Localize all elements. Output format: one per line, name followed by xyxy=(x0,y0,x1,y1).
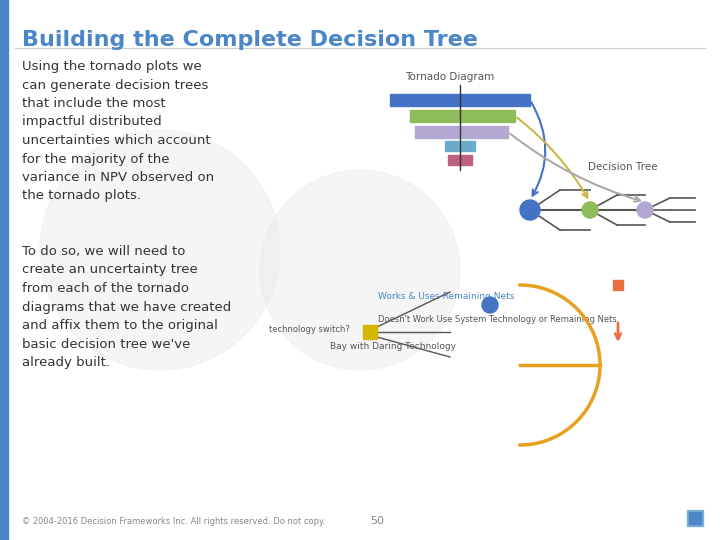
Text: Works & Uses Remaining Nets: Works & Uses Remaining Nets xyxy=(378,292,514,301)
Text: To do so, we will need to
create an uncertainty tree
from each of the tornado
di: To do so, we will need to create an unce… xyxy=(22,245,231,369)
Bar xyxy=(445,141,475,151)
Circle shape xyxy=(482,297,498,313)
Circle shape xyxy=(582,202,598,218)
Bar xyxy=(410,110,515,122)
Text: technology switch?: technology switch? xyxy=(269,325,350,334)
Bar xyxy=(415,126,508,138)
Bar xyxy=(363,325,377,339)
Bar xyxy=(448,155,472,165)
Bar xyxy=(390,94,530,106)
Text: Doesn't Work Use System Technology or Remaining Nets: Doesn't Work Use System Technology or Re… xyxy=(378,315,617,324)
Circle shape xyxy=(40,130,280,370)
Circle shape xyxy=(637,202,653,218)
Circle shape xyxy=(260,170,460,370)
Text: Decision Tree: Decision Tree xyxy=(588,162,657,172)
Text: © 2004-2016 Decision Frameworks Inc. All rights reserved. Do not copy.: © 2004-2016 Decision Frameworks Inc. All… xyxy=(22,517,325,526)
Text: Bay with Daring Technology: Bay with Daring Technology xyxy=(330,342,456,351)
Circle shape xyxy=(520,200,540,220)
Text: Tornado Diagram: Tornado Diagram xyxy=(405,72,494,82)
Text: Building the Complete Decision Tree: Building the Complete Decision Tree xyxy=(22,30,478,50)
Text: 50: 50 xyxy=(370,516,384,526)
Bar xyxy=(0,0,8,540)
Text: Using the tornado plots we
can generate decision trees
that include the most
imp: Using the tornado plots we can generate … xyxy=(22,60,214,202)
